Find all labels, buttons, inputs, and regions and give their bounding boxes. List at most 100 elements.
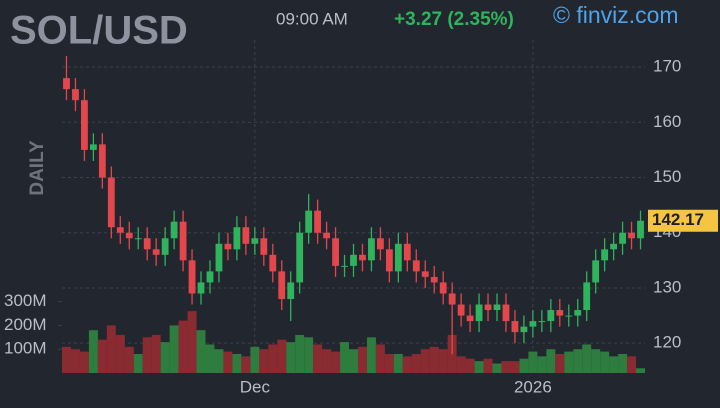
volume-bar (402, 356, 412, 373)
volume-bar (62, 346, 71, 373)
candle-body (341, 265, 348, 267)
volume-bar (268, 344, 278, 373)
volume-bar (277, 339, 287, 373)
volume-bar (196, 330, 206, 373)
candle-body (215, 243, 223, 272)
volume-bar (88, 330, 98, 373)
candle-body (368, 238, 375, 261)
volume-bar (546, 349, 556, 373)
source: © finviz.com (553, 2, 679, 28)
candle-body (63, 78, 70, 90)
candle-body (529, 321, 537, 327)
volume-bar (205, 344, 215, 373)
volume-bar (582, 344, 592, 373)
candle-body (179, 221, 187, 261)
candle-body (125, 232, 133, 239)
volume-bar (187, 311, 197, 373)
candle-body (457, 304, 465, 316)
candle-body (81, 100, 88, 150)
volume-bar (609, 356, 619, 373)
candle-body (520, 326, 528, 333)
volume-bar (151, 334, 161, 373)
candle-body (592, 260, 600, 283)
volume-bar (142, 337, 152, 373)
candle-body (385, 249, 393, 272)
ticker: SOL/USD (10, 9, 188, 53)
candle-body (601, 249, 609, 261)
time: 09:00 AM (276, 9, 348, 28)
x-tick-label: Dec (240, 377, 271, 396)
volume-bar (420, 349, 430, 373)
volume-bar (106, 325, 116, 373)
candle-body (161, 238, 169, 255)
candle-body (359, 254, 366, 261)
period: DAILY (27, 140, 48, 196)
volume-bar (627, 356, 637, 373)
volume-bar (304, 337, 314, 373)
volume-bar (97, 339, 107, 373)
candle-body (394, 243, 402, 272)
last-price: 142.17 (652, 210, 704, 229)
volume-bar (70, 349, 80, 373)
candle-body (484, 304, 492, 311)
candle-body (296, 232, 304, 283)
volume-bar (384, 353, 394, 373)
candle-body (206, 271, 214, 283)
last-price-box (648, 209, 718, 232)
candle-body (314, 210, 322, 233)
candle-body (260, 238, 268, 255)
volume-bar (519, 358, 529, 373)
candle-body (376, 238, 384, 250)
volume-bar (133, 353, 143, 373)
candle-body (556, 310, 564, 316)
candle-body (547, 310, 555, 322)
volume-bar (169, 325, 179, 373)
candle-body (107, 177, 115, 228)
volume-bar (465, 358, 475, 373)
volume-tick-label: 200M (4, 315, 47, 334)
candle-body (98, 144, 106, 178)
volume-bar (366, 337, 376, 373)
candle-body (332, 238, 339, 266)
volume-bar (474, 361, 484, 373)
candle-body (538, 321, 546, 323)
candle-body (637, 220, 644, 239)
candle-body (619, 232, 626, 244)
candle-body (412, 260, 420, 272)
candle-body (502, 304, 510, 322)
volume-bar (115, 334, 125, 373)
volume-bar (411, 353, 421, 373)
candle-body (89, 144, 97, 150)
candle-body (448, 293, 456, 305)
candle-body (430, 276, 438, 283)
volume-bar (295, 334, 305, 373)
volume-bar (223, 351, 233, 373)
candle-body (574, 310, 582, 316)
candle-body (511, 321, 519, 333)
candle-body (269, 254, 277, 272)
volume-bar (313, 344, 323, 373)
volume-bar (501, 361, 511, 373)
volume-bar (510, 361, 520, 373)
volume-bar (438, 349, 448, 373)
volume-bar (528, 351, 538, 373)
volume-bar (429, 346, 439, 373)
volume-bar (375, 344, 385, 373)
volume-bar (636, 368, 645, 373)
y-tick-label: 170 (653, 57, 681, 76)
y-tick-label: 120 (653, 333, 681, 352)
volume-bar (160, 342, 170, 373)
volume-bar (483, 358, 493, 373)
candle-body (421, 271, 429, 277)
candle-body (188, 260, 196, 294)
change: +3.27 (2.35%) (394, 9, 514, 30)
candle-body (251, 238, 259, 244)
volume-bar (178, 320, 188, 373)
candle-body (305, 210, 313, 233)
volume-bar (600, 351, 610, 373)
volume-bar (340, 342, 350, 373)
volume-bar (357, 346, 367, 373)
volume-bar (232, 353, 242, 373)
candle-body (583, 282, 591, 311)
